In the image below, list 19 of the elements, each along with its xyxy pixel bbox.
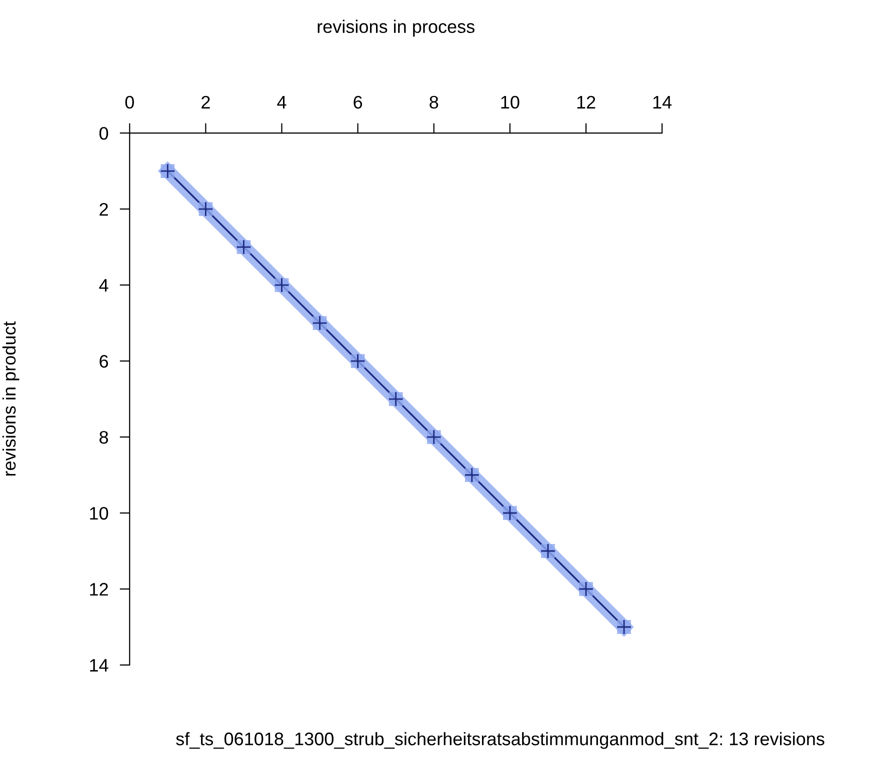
x-tick-label: 14 [653,96,672,108]
y-tick-label: 0 [99,126,108,140]
y-tick-label: 10 [90,506,108,520]
x-tick-label: 0 [125,96,134,109]
y-tick-label: 12 [90,582,108,596]
y-tick-label: 4 [99,279,108,292]
text: sf_ts_061018_1300_strub_sicherheitsratsabstimmunganmod_snt_2: 13 revisions [176,732,824,749]
x-tick-label: 12 [577,96,596,108]
x-tick-label: 6 [354,96,362,109]
y-tick-label: 14 [90,659,108,672]
x-tick-label: 8 [430,96,438,109]
y-tick-label: 6 [100,354,108,368]
x-tick-label: 10 [501,96,520,109]
y-tick-label: 8 [100,430,108,444]
x-axis-title: revisions in process [318,20,474,37]
x-tick-label: 2 [202,96,210,108]
y-tick-label: 2 [100,202,108,216]
x-tick-label: 4 [277,96,286,108]
y-axis-title: revisions in product [2,321,20,476]
